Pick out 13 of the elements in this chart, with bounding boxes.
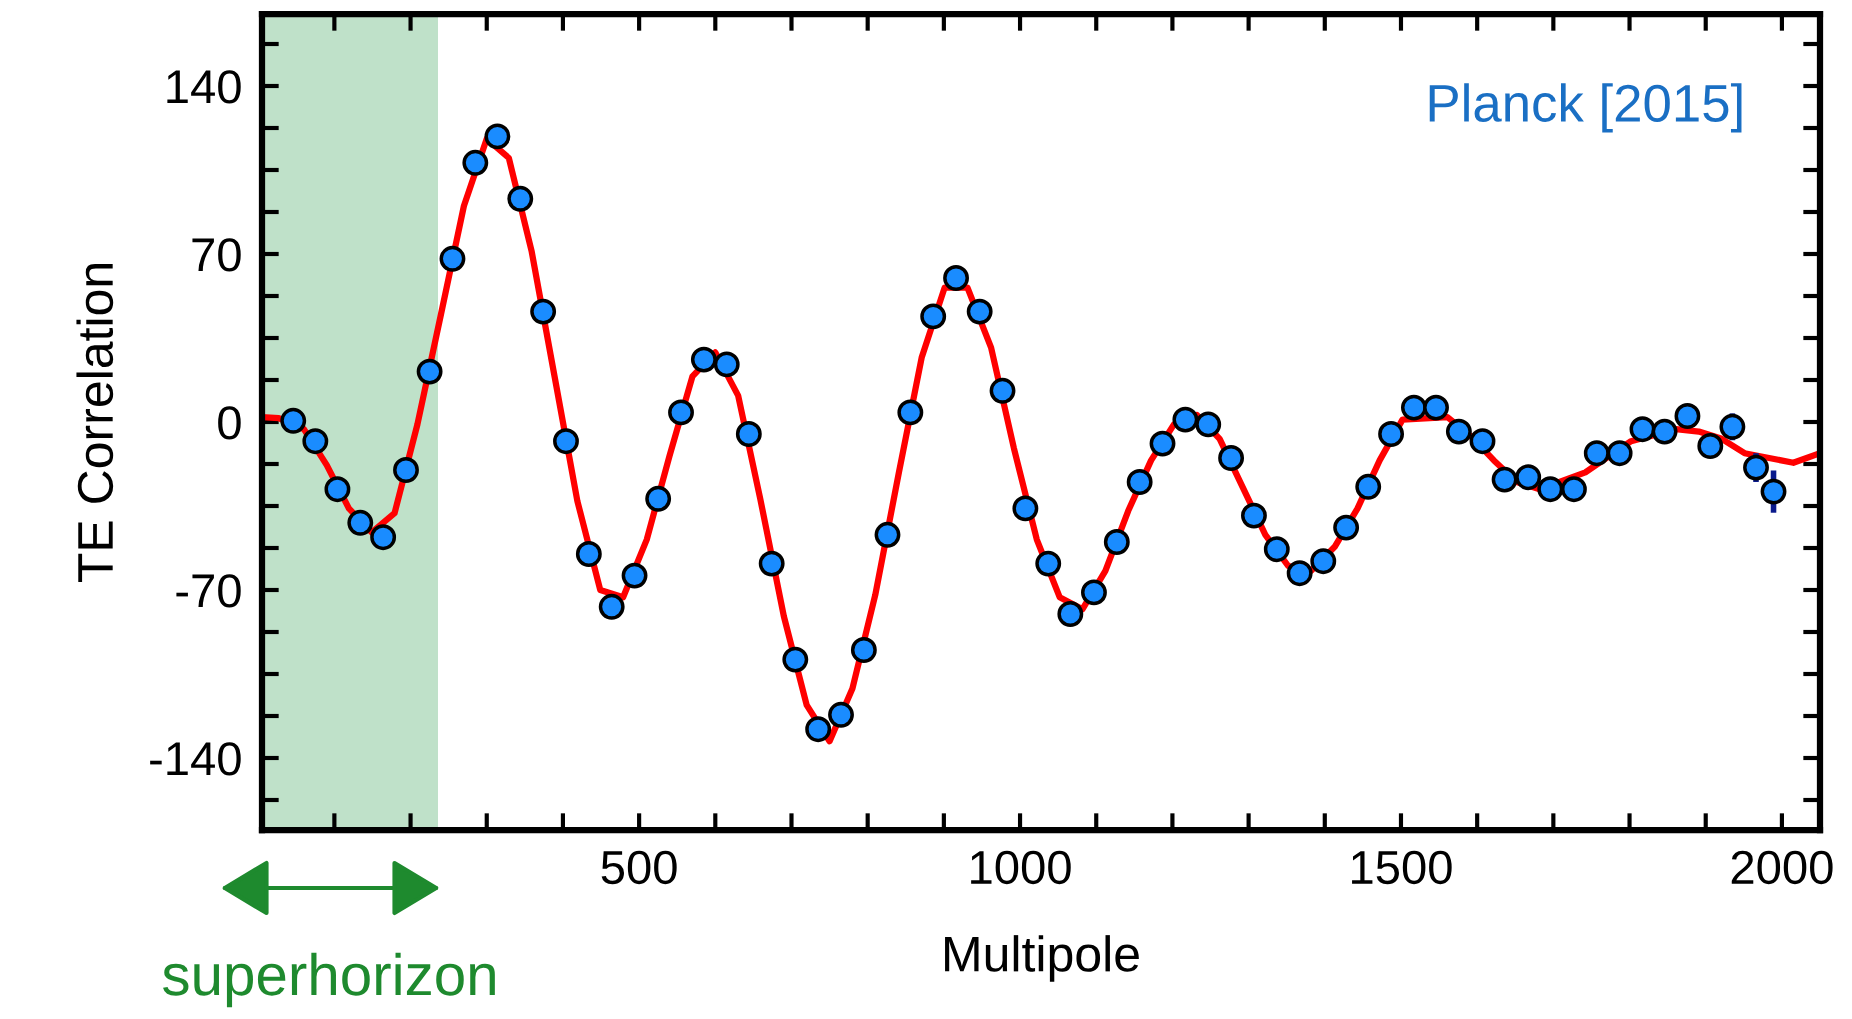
x-axis-title: Multipole xyxy=(945,935,1139,982)
x-tick-label: 1500 xyxy=(1352,850,1452,885)
y-tick-label: -70 xyxy=(176,574,241,608)
y-tick-label: 0 xyxy=(218,406,241,440)
x-tick-label: 500 xyxy=(601,850,677,885)
y-axis-title: TE Correlation xyxy=(76,264,114,583)
text: superhorizon xyxy=(163,952,495,1008)
x-tick-label: 2000 xyxy=(1731,850,1833,885)
x-tick-label: 1000 xyxy=(971,850,1071,885)
y-tick-label: 70 xyxy=(192,238,241,272)
annotation: Planck [2015] xyxy=(1429,83,1742,133)
y-tick-label: 140 xyxy=(167,70,241,104)
y-tick-label: -140 xyxy=(150,742,241,776)
